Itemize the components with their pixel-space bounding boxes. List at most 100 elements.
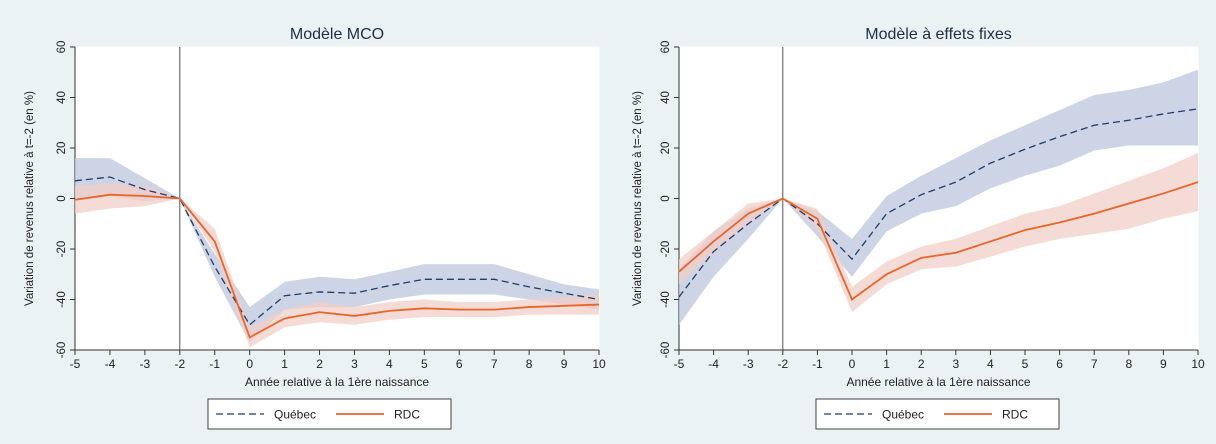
legend-label-rdc: RDC xyxy=(394,408,420,422)
confidence-band-rdc xyxy=(679,153,1198,313)
data-point-quebec xyxy=(678,296,680,298)
data-point-rdc xyxy=(747,212,749,214)
data-point-rdc xyxy=(712,240,714,242)
data-point-quebec xyxy=(920,194,922,196)
y-tick-label: -20 xyxy=(660,241,672,258)
chart-panel-2: Modèle à effets fixes Variation de revenu… xyxy=(608,0,1216,444)
data-point-quebec xyxy=(747,223,749,225)
y-axis-label: Variation de revenus relative à t=-2 (en… xyxy=(632,91,644,306)
x-tick-label: 9 xyxy=(561,357,568,371)
x-tick-label: 2 xyxy=(918,357,925,371)
data-point-rdc xyxy=(179,197,181,199)
data-point-quebec xyxy=(528,286,530,288)
data-point-rdc xyxy=(74,199,76,201)
data-point-rdc xyxy=(955,252,957,254)
data-point-rdc xyxy=(563,305,565,307)
chart-title: Modèle à effets fixes xyxy=(865,26,1011,43)
legend-label-quebec: Québec xyxy=(274,408,316,422)
series-line-rdc xyxy=(74,193,600,339)
data-point-rdc xyxy=(920,257,922,259)
data-point-rdc xyxy=(318,311,320,313)
data-point-rdc xyxy=(214,240,216,242)
data-point-rdc xyxy=(851,298,853,300)
data-point-quebec xyxy=(851,258,853,260)
data-point-rdc xyxy=(1128,202,1130,204)
x-tick-label: -3 xyxy=(140,357,151,371)
y-tick-label: -40 xyxy=(56,291,68,308)
data-point-rdc xyxy=(1058,221,1060,223)
x-tick-label: -3 xyxy=(743,357,754,371)
data-point-quebec xyxy=(1058,135,1060,137)
data-point-rdc xyxy=(283,317,285,319)
data-point-quebec xyxy=(318,291,320,293)
x-tick-label: -1 xyxy=(812,357,823,371)
data-point-rdc xyxy=(458,308,460,310)
data-point-quebec xyxy=(885,212,887,214)
x-tick-label: 5 xyxy=(1022,357,1029,371)
data-point-quebec xyxy=(1093,124,1095,126)
data-point-quebec xyxy=(388,284,390,286)
data-point-quebec xyxy=(248,324,250,326)
x-tick-label: -4 xyxy=(105,357,116,371)
data-point-quebec xyxy=(989,162,991,164)
y-tick-label: 40 xyxy=(660,91,672,104)
data-point-quebec xyxy=(598,298,600,300)
x-tick-label: 3 xyxy=(952,357,959,371)
series-line-quebec xyxy=(74,176,600,326)
data-point-quebec xyxy=(1197,108,1199,110)
data-point-quebec xyxy=(1162,113,1164,115)
data-point-quebec xyxy=(458,278,460,280)
x-tick-label: -2 xyxy=(174,357,185,371)
x-tick-label: -5 xyxy=(70,357,81,371)
series-line-quebec xyxy=(678,108,1199,298)
data-point-rdc xyxy=(816,218,818,220)
x-axis-label: Année relative à la 1ère naissance xyxy=(846,375,1030,389)
y-tick-label: -20 xyxy=(56,241,68,258)
confidence-band-rdc xyxy=(75,183,599,348)
x-tick-label: 0 xyxy=(246,357,253,371)
data-point-quebec xyxy=(1128,119,1130,121)
data-point-quebec xyxy=(955,181,957,183)
data-point-rdc xyxy=(782,197,784,199)
x-tick-label: 10 xyxy=(592,357,606,371)
data-point-rdc xyxy=(885,273,887,275)
y-tick-label: 0 xyxy=(660,195,672,201)
x-tick-label: 10 xyxy=(1191,357,1205,371)
series-line-rdc xyxy=(678,181,1199,301)
legend-label-rdc: RDC xyxy=(1002,408,1028,422)
x-tick-label: 1 xyxy=(281,357,288,371)
x-tick-label: 1 xyxy=(883,357,890,371)
y-tick-label: 20 xyxy=(56,142,68,155)
data-point-rdc xyxy=(1162,192,1164,194)
chart-title: Modèle MCO xyxy=(290,26,384,43)
y-tick-label: 60 xyxy=(56,41,68,54)
y-tick-label: -60 xyxy=(660,342,672,359)
x-tick-label: 8 xyxy=(526,357,533,371)
x-tick-label: 6 xyxy=(456,357,463,371)
y-tick-label: 0 xyxy=(56,195,68,201)
data-point-rdc xyxy=(989,240,991,242)
y-axis-label: Variation de revenus relative à t=-2 (en… xyxy=(24,91,36,306)
data-point-quebec xyxy=(74,180,76,182)
x-tick-label: 4 xyxy=(987,357,994,371)
x-tick-label: 3 xyxy=(351,357,358,371)
x-tick-label: 6 xyxy=(1056,357,1063,371)
data-point-rdc xyxy=(1093,212,1095,214)
data-point-quebec xyxy=(1024,148,1026,150)
data-point-rdc xyxy=(423,307,425,309)
x-tick-label: 7 xyxy=(1091,357,1098,371)
y-tick-label: -60 xyxy=(56,342,68,359)
x-tick-label: 2 xyxy=(316,357,323,371)
chart-panel-1: Modèle MCO Variation de revenus relative … xyxy=(0,0,608,444)
x-tick-label: 5 xyxy=(421,357,428,371)
legend-box xyxy=(207,398,452,430)
data-point-quebec xyxy=(423,278,425,280)
legend: Québec RDC xyxy=(815,398,1060,430)
data-point-quebec xyxy=(353,292,355,294)
legend-box xyxy=(815,398,1060,430)
x-tick-label: -2 xyxy=(777,357,788,371)
x-axis-label: Année relative à la 1ère naissance xyxy=(245,375,429,389)
x-tick-label: 0 xyxy=(849,357,856,371)
data-point-quebec xyxy=(214,265,216,267)
